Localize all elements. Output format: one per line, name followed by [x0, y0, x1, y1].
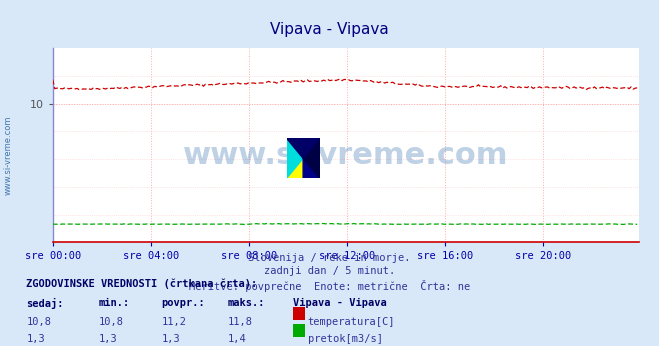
- Text: Slovenija / reke in morje.: Slovenija / reke in morje.: [248, 253, 411, 263]
- Text: Vipava - Vipava: Vipava - Vipava: [270, 22, 389, 37]
- Text: 1,3: 1,3: [161, 334, 180, 344]
- Text: zadnji dan / 5 minut.: zadnji dan / 5 minut.: [264, 266, 395, 276]
- Text: sedaj:: sedaj:: [26, 298, 64, 309]
- Text: www.si-vreme.com: www.si-vreme.com: [3, 116, 13, 195]
- Text: ZGODOVINSKE VREDNOSTI (črtkana črta):: ZGODOVINSKE VREDNOSTI (črtkana črta):: [26, 279, 258, 289]
- Polygon shape: [287, 138, 303, 178]
- Text: Meritve: povprečne  Enote: metrične  Črta: ne: Meritve: povprečne Enote: metrične Črta:…: [189, 280, 470, 292]
- Text: maks.:: maks.:: [227, 298, 265, 308]
- Text: 10,8: 10,8: [99, 317, 124, 327]
- Polygon shape: [303, 138, 320, 178]
- Text: 1,4: 1,4: [227, 334, 246, 344]
- Text: povpr.:: povpr.:: [161, 298, 205, 308]
- Text: 11,2: 11,2: [161, 317, 186, 327]
- Text: 1,3: 1,3: [99, 334, 117, 344]
- Polygon shape: [287, 138, 320, 158]
- Text: pretok[m3/s]: pretok[m3/s]: [308, 334, 383, 344]
- Text: 11,8: 11,8: [227, 317, 252, 327]
- Polygon shape: [303, 158, 320, 178]
- Text: www.si-vreme.com: www.si-vreme.com: [183, 140, 509, 170]
- Text: 10,8: 10,8: [26, 317, 51, 327]
- Text: temperatura[C]: temperatura[C]: [308, 317, 395, 327]
- Text: min.:: min.:: [99, 298, 130, 308]
- Polygon shape: [287, 158, 303, 178]
- Text: 1,3: 1,3: [26, 334, 45, 344]
- Text: Vipava - Vipava: Vipava - Vipava: [293, 298, 387, 308]
